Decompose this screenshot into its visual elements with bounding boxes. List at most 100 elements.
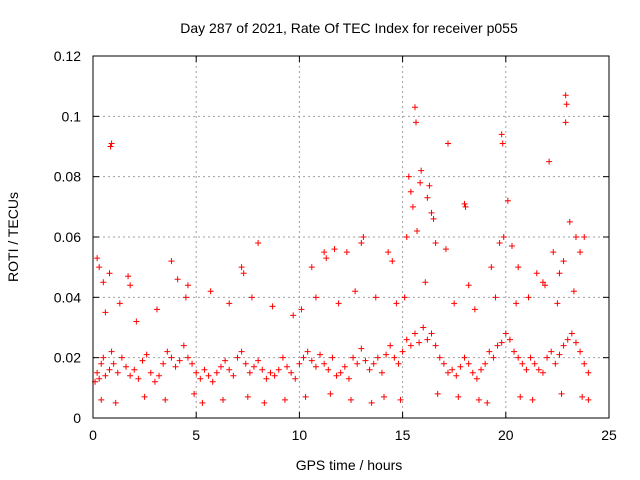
x-tick-label: 10: [292, 427, 308, 443]
data-point: [422, 279, 429, 286]
data-point: [327, 390, 334, 397]
data-point: [288, 369, 295, 376]
data-point: [484, 399, 491, 406]
data-point: [581, 234, 588, 240]
y-tick-label: 0.1: [62, 108, 82, 124]
data-point: [184, 282, 191, 289]
data-point: [100, 354, 107, 361]
data-point: [312, 363, 319, 370]
y-tick-label: 0.06: [54, 229, 81, 245]
data-point: [562, 92, 569, 99]
data-point: [539, 369, 546, 376]
data-point: [378, 369, 385, 376]
data-point: [401, 294, 408, 301]
data-point: [478, 366, 485, 373]
data-point: [432, 342, 439, 349]
data-point: [471, 306, 478, 313]
data-point: [98, 360, 105, 367]
data-point: [94, 369, 101, 376]
data-point: [416, 339, 423, 346]
data-point: [424, 336, 431, 343]
data-point: [544, 354, 551, 361]
data-point: [321, 360, 328, 367]
data-point: [127, 372, 134, 379]
data-point: [226, 300, 233, 307]
data-point: [525, 294, 532, 301]
data-point: [230, 372, 237, 379]
data-point: [263, 375, 270, 382]
x-axis-label: GPS time / hours: [296, 457, 403, 473]
data-point: [508, 243, 515, 250]
data-point: [296, 360, 303, 367]
data-point: [391, 354, 398, 361]
data-point: [475, 396, 482, 403]
data-point: [469, 369, 476, 376]
data-point: [207, 288, 214, 295]
data-point: [94, 255, 101, 262]
data-point: [308, 264, 315, 271]
data-point: [397, 396, 404, 403]
data-point: [209, 378, 216, 385]
data-point: [563, 101, 570, 108]
data-point: [238, 348, 245, 355]
x-tick-label: 25: [601, 427, 617, 443]
data-point: [240, 270, 247, 277]
data-point: [389, 258, 396, 265]
y-axis-label: ROTI / TECUs: [5, 192, 21, 282]
data-point: [577, 348, 584, 355]
data-point: [350, 354, 357, 361]
plot-frame: [92, 55, 610, 419]
data-point: [96, 375, 103, 382]
data-point: [182, 294, 189, 301]
data-point: [242, 360, 249, 367]
data-point: [143, 351, 150, 358]
data-point: [490, 354, 497, 361]
data-point: [449, 366, 456, 373]
data-point: [465, 282, 472, 289]
data-point: [502, 330, 509, 337]
data-point: [271, 372, 278, 379]
data-point: [125, 273, 132, 280]
data-point: [465, 360, 472, 367]
x-tick-label: 0: [89, 427, 97, 443]
data-point: [292, 375, 299, 382]
data-point: [290, 312, 297, 319]
data-point: [323, 255, 330, 262]
x-tick-label: 15: [395, 427, 411, 443]
data-point: [417, 179, 424, 186]
data-point: [176, 357, 183, 364]
data-point: [139, 357, 146, 364]
data-point: [284, 363, 291, 370]
data-point: [341, 363, 348, 370]
data-point: [244, 393, 251, 400]
data-point: [496, 240, 503, 247]
data-point: [160, 360, 167, 367]
data-point: [269, 303, 276, 310]
data-point: [96, 264, 103, 271]
data-point: [164, 348, 171, 355]
data-point: [403, 234, 410, 240]
data-point: [546, 158, 553, 165]
data-point: [383, 351, 390, 358]
data-point: [108, 348, 115, 355]
data-point: [562, 119, 569, 126]
data-point: [570, 288, 577, 295]
data-point: [568, 330, 575, 337]
data-point: [372, 294, 379, 301]
data-point: [440, 360, 447, 367]
data-point: [114, 369, 121, 376]
y-axis-ticks: 0 0.02 0.04 0.06 0.08 0.1 0.12: [54, 48, 609, 426]
data-point: [153, 306, 160, 313]
chart-title: Day 287 of 2021, Rate Of TEC Index for r…: [180, 20, 518, 36]
data-point: [426, 182, 433, 189]
data-point: [197, 375, 204, 382]
data-point: [259, 366, 266, 373]
data-point: [395, 360, 402, 367]
data-point: [317, 351, 324, 358]
data-point: [106, 366, 113, 373]
data-point: [118, 354, 125, 361]
data-point: [564, 336, 571, 343]
data-point: [393, 300, 400, 307]
y-tick-label: 0.12: [54, 48, 81, 64]
